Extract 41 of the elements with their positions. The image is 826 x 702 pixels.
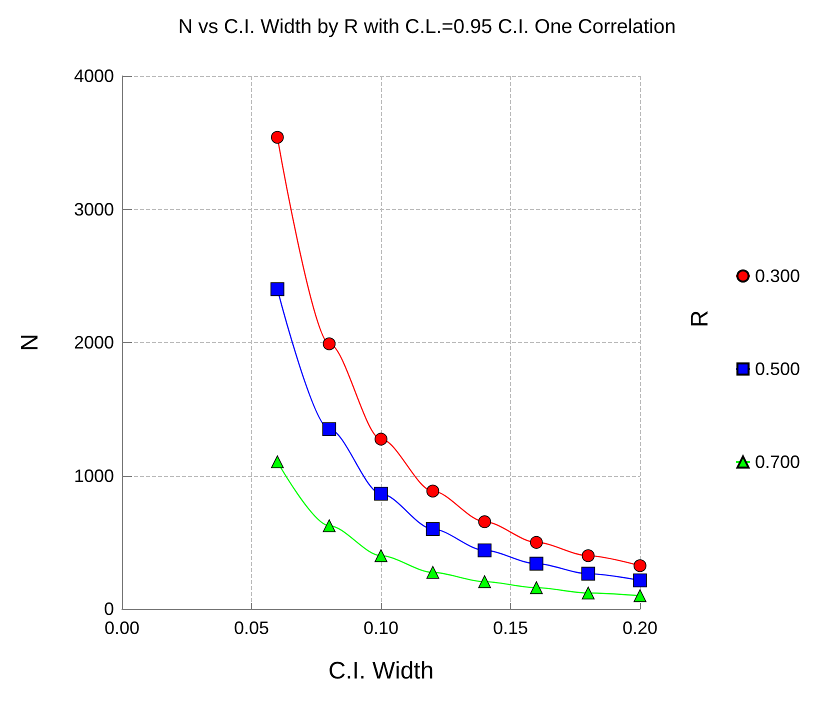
point	[322, 337, 336, 350]
point	[270, 282, 284, 296]
point	[582, 549, 595, 562]
x-tick-label: 0.20	[622, 618, 658, 638]
point	[322, 519, 336, 532]
x-axis-title: C.I. Width	[328, 658, 434, 684]
point	[582, 586, 595, 600]
y-tick-label: 2000	[74, 332, 114, 352]
y-tick-label: 4000	[74, 66, 114, 86]
point	[530, 536, 543, 549]
y-tick-label: 1000	[74, 466, 114, 486]
point	[426, 522, 440, 536]
y-axis-title: N	[16, 334, 44, 352]
point	[271, 455, 284, 468]
point	[426, 566, 440, 579]
point	[633, 573, 647, 588]
x-tick-label: 0.10	[363, 618, 399, 638]
point	[271, 130, 284, 144]
point	[478, 575, 491, 588]
point	[530, 556, 544, 571]
legend-label: 0.700	[755, 452, 800, 472]
chart-title: N vs C.I. Width by R with C.L.=0.95 C.I. One Correlation	[178, 16, 676, 38]
legend-label: 0.500	[755, 359, 800, 379]
legend-title: R	[686, 310, 714, 328]
point	[426, 484, 440, 498]
point	[634, 589, 646, 602]
point	[322, 422, 336, 436]
x-tick-label: 0.05	[234, 618, 270, 638]
y-tick-label: 3000	[74, 199, 114, 220]
point	[478, 515, 491, 528]
point	[530, 581, 543, 594]
point	[374, 549, 388, 562]
x-tick-label: 0.00	[104, 618, 140, 638]
point	[478, 543, 492, 558]
point	[634, 559, 646, 572]
x-tick-label: 0.15	[492, 618, 528, 638]
point	[374, 486, 388, 501]
point	[581, 566, 596, 581]
legend-label: 0.300	[755, 266, 800, 286]
y-tick-label: 0	[104, 599, 114, 619]
point	[374, 432, 388, 446]
